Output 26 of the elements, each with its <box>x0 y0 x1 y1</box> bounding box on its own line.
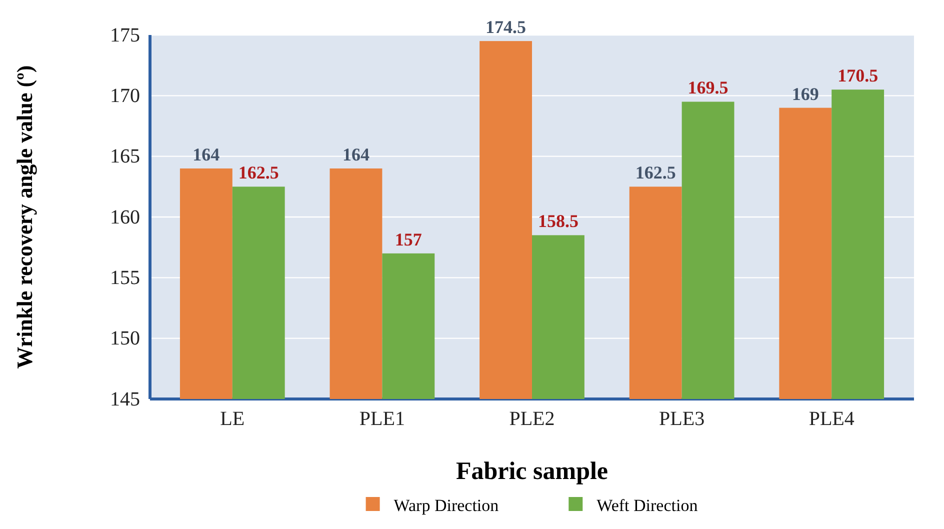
x-axis-title: Fabric sample <box>456 458 608 485</box>
legend-label: Warp Direction <box>394 496 500 515</box>
y-tick-label: 175 <box>110 24 140 46</box>
data-label: 169.5 <box>688 78 728 98</box>
data-label: 164 <box>342 144 370 164</box>
data-label: 164 <box>192 144 220 164</box>
x-tick-label: LE <box>220 408 245 430</box>
y-tick-label: 160 <box>110 206 140 228</box>
data-label: 162.5 <box>238 162 279 183</box>
data-label: 169 <box>792 84 819 104</box>
x-tick-label: PLE1 <box>359 408 405 430</box>
y-tick-label: 170 <box>110 85 140 108</box>
data-label: 162.5 <box>635 162 676 183</box>
x-tick-label: PLE4 <box>808 408 854 430</box>
y-axis-title: Wrinkle recovery angle value (º) <box>12 65 37 369</box>
y-tick-label: 165 <box>110 146 140 168</box>
data-label: 158.5 <box>538 211 578 232</box>
data-label: 157 <box>394 229 422 250</box>
y-tick-label: 145 <box>110 388 140 410</box>
x-tick-label: PLE2 <box>509 408 555 430</box>
x-tick-label: PLE3 <box>659 408 705 430</box>
y-tick-label: 150 <box>110 328 140 350</box>
y-tick-label: 155 <box>110 267 140 290</box>
data-label: 170.5 <box>838 66 878 86</box>
legend-label: Weft Direction <box>596 496 698 515</box>
data-label: 174.5 <box>486 17 526 38</box>
